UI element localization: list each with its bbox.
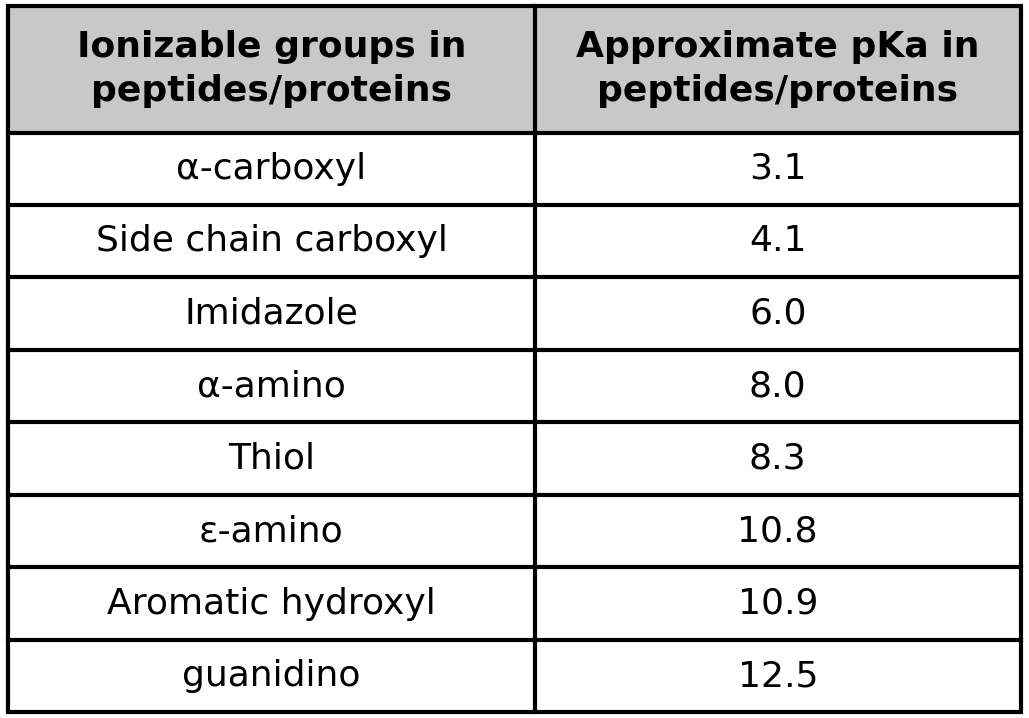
Text: 3.1: 3.1 [749, 151, 807, 186]
Text: 8.3: 8.3 [749, 442, 807, 475]
Text: Approximate pKa in
peptides/proteins: Approximate pKa in peptides/proteins [576, 30, 980, 108]
Text: Imidazole: Imidazole [184, 297, 358, 331]
Text: guanidino: guanidino [182, 659, 361, 693]
Text: Thiol: Thiol [228, 442, 315, 475]
Text: ε-amino: ε-amino [200, 514, 344, 548]
Text: Ionizable groups in
peptides/proteins: Ionizable groups in peptides/proteins [77, 30, 466, 108]
Text: 8.0: 8.0 [749, 369, 807, 404]
Text: 12.5: 12.5 [738, 659, 818, 693]
Text: 10.8: 10.8 [738, 514, 818, 548]
Text: Side chain carboxyl: Side chain carboxyl [96, 224, 448, 258]
Text: 6.0: 6.0 [749, 297, 807, 331]
Bar [8, 6, 1021, 133]
Text: Aromatic hydroxyl: Aromatic hydroxyl [107, 587, 436, 620]
Text: α-amino: α-amino [198, 369, 346, 404]
Text: 10.9: 10.9 [738, 587, 818, 620]
Text: 4.1: 4.1 [749, 224, 807, 258]
Text: α-carboxyl: α-carboxyl [176, 151, 366, 186]
